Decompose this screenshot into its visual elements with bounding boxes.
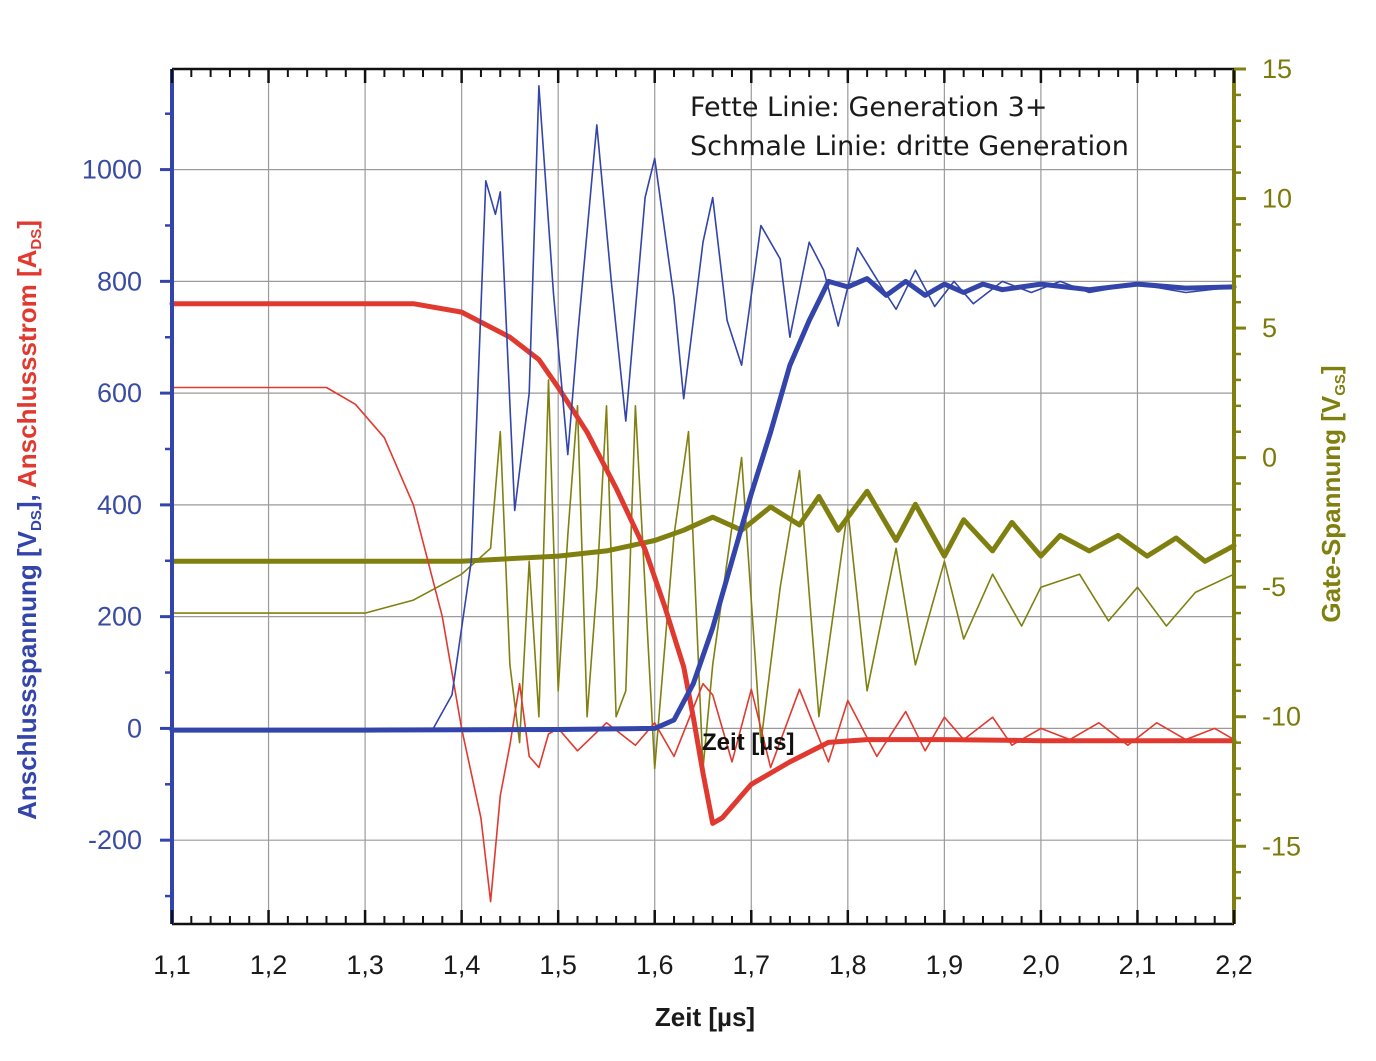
y-right-axis-title: Gate-Spannung [VGS] (1316, 365, 1349, 622)
y-right-tick-label: -15 (1262, 831, 1301, 861)
series-line-gate-thin (171, 379, 1235, 770)
x-tick-label: 1,9 (926, 950, 964, 980)
y-left-title-current: Anschlussstrom [A (12, 249, 42, 488)
annotation-line-1: Fette Linie: Generation 3+ (690, 92, 1048, 123)
series-line-current-thin (171, 386, 1235, 903)
x-tick-label: 1,1 (153, 950, 191, 980)
series-line-gate-bold (169, 488, 1237, 564)
x-tick-label: 1,2 (250, 950, 288, 980)
y-left-tick-label: 800 (97, 266, 142, 296)
tick-labels: 1,1 1,2 1,3 1,4 1,5 1,6 1,7 1,8 1,9 2,0 2,1 2,2 -200… (82, 54, 1301, 980)
y-left-title-current-sub: DS (28, 229, 45, 250)
x-tick-label: 2,2 (1215, 950, 1253, 980)
y-right-title-end: ] (1316, 365, 1346, 374)
y-left-axis-title: Anschlussspannung [VDS], Anschlussstrom … (12, 220, 45, 820)
y-right-tick-label: 0 (1262, 443, 1277, 473)
x-axis-title: Zeit [µs] (655, 1002, 755, 1032)
series-layer (169, 85, 1237, 903)
y-left-title-voltage-sub: DS (28, 510, 45, 531)
y-left-title-voltage: Anschlussspannung [V (12, 530, 42, 820)
x-tick-label: 1,8 (829, 950, 867, 980)
y-left-tick-label: 400 (97, 490, 142, 520)
grid (171, 69, 1235, 924)
y-right-tick-label: 10 (1262, 184, 1292, 214)
ticks (160, 67, 1246, 924)
y-left-tick-label: 600 (97, 378, 142, 408)
y-right-tick-label: -5 (1262, 572, 1286, 602)
y-left-title-current-end: ] (12, 220, 42, 229)
y-left-tick-label: 200 (97, 602, 142, 632)
series-line-current-bold (169, 301, 1237, 826)
x-tick-label: 2,1 (1119, 950, 1157, 980)
annotation-line-2: Schmale Linie: dritte Generation (690, 131, 1129, 162)
x-tick-label: 1,3 (346, 950, 384, 980)
series-line-voltage-bold (169, 276, 1237, 733)
x-tick-label: 1,4 (443, 950, 481, 980)
series-line-voltage-thin (171, 85, 1235, 731)
y-right-tick-label: 5 (1262, 313, 1277, 343)
y-right-title-sub: GS (1332, 374, 1349, 396)
inner-x-label: Zeit [µs] (702, 729, 795, 756)
y-right-title-main: Gate-Spannung [V (1316, 395, 1346, 622)
y-right-tick-label: -10 (1262, 702, 1301, 732)
x-tick-label: 1,5 (539, 950, 577, 980)
x-tick-label: 2,0 (1022, 950, 1060, 980)
y-left-tick-label: -200 (88, 825, 142, 855)
x-tick-label: 1,7 (732, 950, 770, 980)
y-left-tick-label: 1000 (82, 155, 142, 185)
y-left-title-voltage-end: ], (12, 494, 42, 510)
y-left-tick-label: 0 (127, 713, 142, 743)
x-tick-label: 1,6 (636, 950, 674, 980)
y-right-tick-label: 15 (1262, 54, 1292, 84)
